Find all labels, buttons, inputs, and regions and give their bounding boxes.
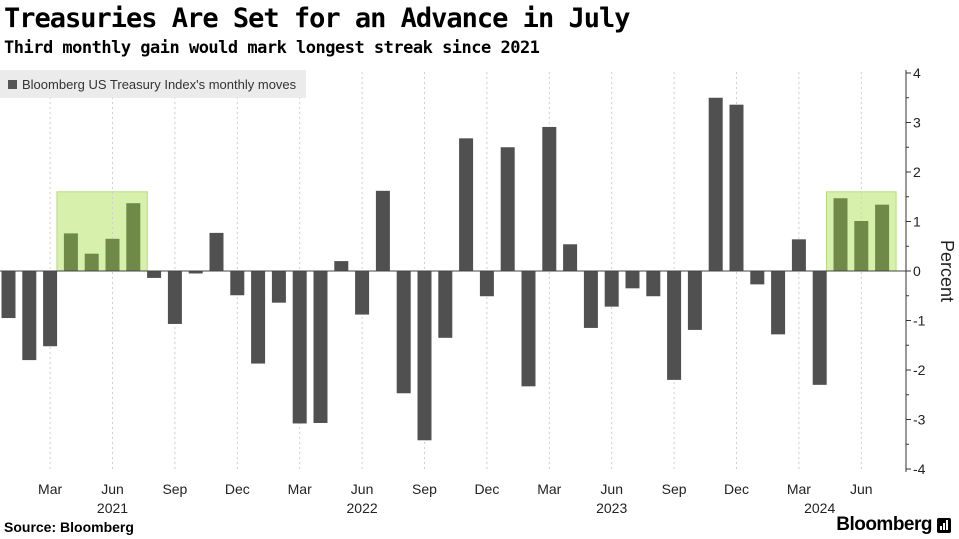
bar-25 xyxy=(521,271,536,387)
y-tick-label: 1 xyxy=(913,214,921,230)
bar-39 xyxy=(812,271,827,385)
x-tick-label: Jun xyxy=(850,481,873,497)
y-tick-label: 4 xyxy=(913,65,921,81)
bar-3 xyxy=(63,233,78,271)
bar-8 xyxy=(167,271,182,324)
y-tick-label: 2 xyxy=(913,164,921,180)
bar-1 xyxy=(22,271,37,361)
x-tick-label: Sep xyxy=(662,481,687,497)
y-tick-label: -3 xyxy=(913,412,926,428)
bar-34 xyxy=(708,97,723,271)
bar-20 xyxy=(417,271,432,441)
x-tick-label: Mar xyxy=(38,481,62,497)
bar-13 xyxy=(271,271,286,303)
y-axis-label: Percent xyxy=(937,240,957,302)
x-tick-label: Mar xyxy=(787,481,811,497)
x-tick-label: Dec xyxy=(225,481,250,497)
bar-0 xyxy=(1,271,16,319)
x-tick-label: Mar xyxy=(537,481,561,497)
x-year-label: 2023 xyxy=(596,500,627,516)
x-tick-label: Dec xyxy=(474,481,499,497)
bar-19 xyxy=(396,271,411,394)
x-year-label: 2022 xyxy=(347,500,378,516)
y-axis: 4 3 2 1 0 -1 -2 -3 -4 Percent xyxy=(905,65,957,477)
x-tick-label: Sep xyxy=(412,481,437,497)
highlight-layer xyxy=(56,191,897,272)
x-axis: Mar Jun Sep Dec Mar Jun Sep Dec Mar Jun Sep Dec Mar J… xyxy=(38,481,873,516)
bar-22 xyxy=(459,138,474,271)
bar-4 xyxy=(84,253,99,271)
bar-26 xyxy=(542,126,557,271)
bar-35 xyxy=(729,104,744,272)
bar-42 xyxy=(875,204,890,271)
bar-6 xyxy=(126,203,141,271)
bar-10 xyxy=(209,232,224,271)
bar-9 xyxy=(188,271,203,274)
x-year-label: 2021 xyxy=(97,500,128,516)
bar-15 xyxy=(313,271,328,423)
bloomberg-logo: Bloomberg xyxy=(836,514,951,536)
chart-title: Treasuries Are Set for an Advance in Jul… xyxy=(4,3,630,34)
bar-14 xyxy=(292,271,307,424)
bar-27 xyxy=(563,244,578,271)
x-tick-label: Dec xyxy=(724,481,749,497)
x-tick-label: Jun xyxy=(351,481,374,497)
bar-38 xyxy=(791,239,806,271)
y-tick-label: 0 xyxy=(913,263,921,279)
bar-5 xyxy=(105,238,120,271)
source-note: Source: Bloomberg xyxy=(4,519,134,535)
bar-18 xyxy=(375,190,390,271)
bar-28 xyxy=(583,271,598,328)
y-tick-label: -1 xyxy=(913,313,926,329)
bar-37 xyxy=(771,271,786,335)
bar-40 xyxy=(833,198,848,271)
x-tick-label: Jun xyxy=(101,481,124,497)
bar-29 xyxy=(604,271,619,307)
y-tick-label: -2 xyxy=(913,362,926,378)
bar-2 xyxy=(43,271,58,347)
bar-16 xyxy=(334,261,349,271)
bar-21 xyxy=(438,271,453,338)
bar-17 xyxy=(355,271,370,315)
legend: Bloomberg US Treasury Index's monthly mo… xyxy=(0,70,307,98)
bar-33 xyxy=(687,271,702,330)
legend-label: Bloomberg US Treasury Index's monthly mo… xyxy=(22,76,297,92)
x-tick-label: Mar xyxy=(288,481,312,497)
y-tick-label: -4 xyxy=(913,461,926,477)
x-year-label: 2024 xyxy=(804,500,835,516)
bar-31 xyxy=(646,271,661,297)
x-tick-label: Jun xyxy=(600,481,623,497)
bar-24 xyxy=(500,147,515,271)
x-tick-label: Sep xyxy=(162,481,187,497)
bar-32 xyxy=(667,271,682,380)
bars-layer xyxy=(0,97,906,441)
bloomberg-wordmark: Bloomberg xyxy=(836,514,932,535)
y-tick-label: 3 xyxy=(913,115,921,131)
bar-36 xyxy=(750,271,765,285)
chart-subtitle: Third monthly gain would mark longest st… xyxy=(4,38,540,58)
bar-30 xyxy=(625,271,640,289)
bloomberg-terminal-icon xyxy=(937,517,951,533)
bar-12 xyxy=(251,271,266,364)
bar-23 xyxy=(479,271,494,297)
bar-11 xyxy=(230,271,245,296)
legend-swatch xyxy=(8,79,17,89)
bar-41 xyxy=(854,221,869,271)
bar-7 xyxy=(147,271,162,278)
